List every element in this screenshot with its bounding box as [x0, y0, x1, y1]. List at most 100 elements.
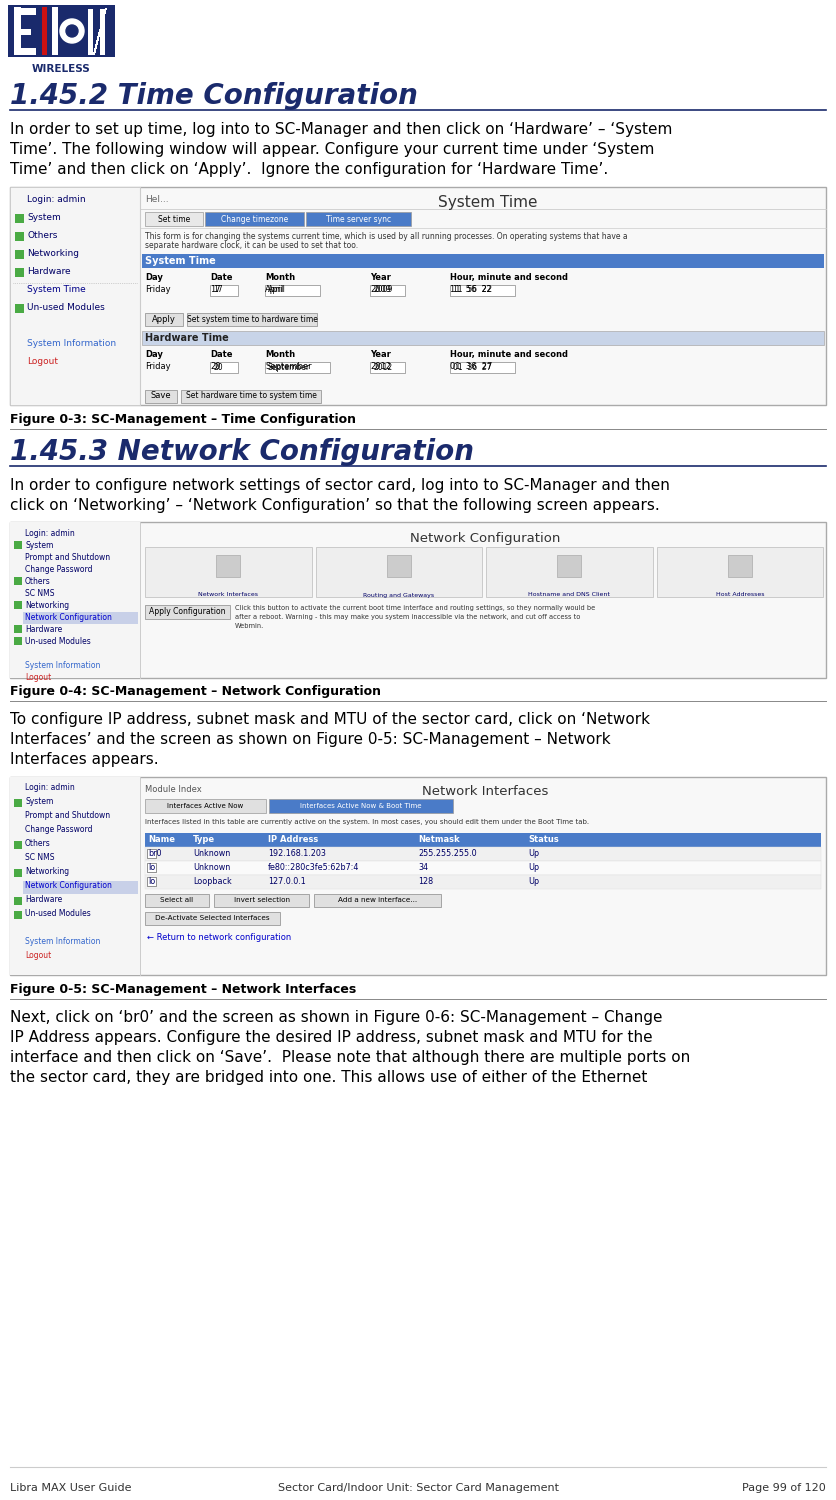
Bar — [314, 894, 441, 908]
Bar — [14, 8, 21, 56]
Bar — [94, 46, 97, 50]
Bar — [450, 362, 515, 374]
Text: Routing and Gateways: Routing and Gateways — [363, 592, 435, 597]
Text: Set hardware time to system time: Set hardware time to system time — [186, 392, 317, 400]
Text: Module Index: Module Index — [145, 784, 201, 794]
Text: April: April — [268, 285, 286, 294]
Text: Time’. The following window will appear. Configure your current time under ‘Syst: Time’. The following window will appear.… — [10, 142, 655, 158]
Text: This form is for changing the systems current time, which is used by all running: This form is for changing the systems cu… — [145, 232, 628, 242]
Text: 255.255.255.0: 255.255.255.0 — [418, 849, 477, 858]
Bar — [187, 314, 317, 326]
Bar — [145, 211, 203, 226]
Bar — [450, 285, 515, 296]
Text: Hardware: Hardware — [25, 624, 62, 633]
Text: In order to set up time, log into to SC-Manager and then click on ‘Hardware’ – ‘: In order to set up time, log into to SC-… — [10, 122, 672, 136]
Text: 127.0.0.1: 127.0.0.1 — [268, 878, 306, 886]
Bar — [14, 8, 36, 15]
Text: System Information: System Information — [25, 938, 100, 946]
Text: Webmin.: Webmin. — [235, 622, 264, 628]
Bar — [23, 880, 138, 894]
Text: Unknown: Unknown — [193, 864, 230, 873]
Bar — [370, 285, 405, 296]
Bar — [145, 894, 209, 908]
Text: System Time: System Time — [27, 285, 86, 294]
Text: Hel...: Hel... — [145, 195, 169, 204]
Bar — [728, 555, 752, 578]
Bar — [99, 28, 101, 30]
Bar — [486, 548, 653, 597]
Text: Change Password: Change Password — [25, 825, 93, 834]
Bar — [99, 30, 101, 32]
Text: Name: Name — [148, 836, 175, 844]
Bar — [10, 522, 140, 678]
Text: Day: Day — [145, 350, 163, 358]
Bar — [99, 32, 101, 33]
Text: Hardware: Hardware — [27, 267, 70, 276]
Text: SC NMS: SC NMS — [25, 853, 54, 862]
Text: Sector Card/Indoor Unit: Sector Card Management: Sector Card/Indoor Unit: Sector Card Man… — [278, 1484, 558, 1492]
Text: Interfaces listed in this table are currently active on the system. In most case: Interfaces listed in this table are curr… — [145, 819, 589, 825]
Text: separate hardware clock, it can be used to set that too.: separate hardware clock, it can be used … — [145, 242, 358, 250]
Text: Prompt and Shutdown: Prompt and Shutdown — [25, 812, 110, 820]
Text: Type: Type — [193, 836, 215, 844]
Bar — [14, 842, 22, 849]
Bar — [145, 912, 280, 926]
Text: Others: Others — [25, 840, 51, 849]
Text: Date: Date — [210, 350, 232, 358]
Text: September: September — [265, 362, 312, 370]
Text: Year: Year — [370, 273, 391, 282]
Text: interface and then click on ‘Save’.  Please note that although there are multipl: interface and then click on ‘Save’. Plea… — [10, 1050, 691, 1065]
Bar — [99, 32, 100, 34]
Text: Hostname and DNS Client: Hostname and DNS Client — [528, 592, 610, 597]
Text: Month: Month — [265, 350, 295, 358]
Bar — [100, 26, 102, 28]
Text: IP Address appears. Configure the desired IP address, subnet mask and MTU for th: IP Address appears. Configure the desire… — [10, 1030, 653, 1045]
Text: 2012: 2012 — [370, 362, 391, 370]
Bar — [181, 390, 321, 404]
Bar — [101, 22, 103, 26]
Text: Next, click on ‘br0’ and the screen as shown in Figure 0-6: SC-Management – Chan: Next, click on ‘br0’ and the screen as s… — [10, 1010, 662, 1025]
Bar — [8, 4, 115, 57]
Text: Interfaces appears.: Interfaces appears. — [10, 752, 159, 766]
Text: 20: 20 — [213, 363, 222, 372]
Bar — [214, 894, 309, 908]
Text: Host Addresses: Host Addresses — [716, 592, 764, 597]
Text: Date: Date — [210, 273, 232, 282]
Text: 17: 17 — [210, 285, 221, 294]
Text: Hour, minute and second: Hour, minute and second — [450, 273, 568, 282]
Bar — [104, 12, 105, 13]
Text: 34: 34 — [418, 864, 428, 873]
Text: IP Address: IP Address — [268, 836, 319, 844]
Circle shape — [60, 20, 84, 44]
Bar — [142, 254, 824, 268]
Bar — [97, 38, 99, 39]
Bar — [94, 50, 96, 52]
Bar — [103, 13, 105, 16]
Bar — [15, 268, 24, 278]
Bar — [145, 800, 266, 813]
Text: Login: admin: Login: admin — [27, 195, 85, 204]
Text: Apply: Apply — [152, 315, 176, 324]
Text: Libra MAX User Guide: Libra MAX User Guide — [10, 1484, 131, 1492]
Bar — [145, 604, 230, 619]
Bar — [14, 910, 22, 920]
Text: Friday: Friday — [145, 285, 171, 294]
Text: Prompt and Shutdown: Prompt and Shutdown — [25, 552, 110, 561]
Text: Add a new interface...: Add a new interface... — [338, 897, 417, 903]
Bar — [104, 9, 106, 10]
Text: 01  36  27: 01 36 27 — [453, 363, 492, 372]
Text: Up: Up — [528, 864, 539, 873]
Text: Logout: Logout — [25, 951, 51, 960]
Bar — [94, 50, 96, 51]
Bar — [10, 777, 140, 975]
Text: Networking: Networking — [27, 249, 79, 258]
Text: 17: 17 — [213, 285, 222, 294]
Bar — [10, 522, 826, 678]
Text: Day: Day — [145, 273, 163, 282]
Text: Change Password: Change Password — [25, 564, 93, 573]
Text: System: System — [25, 540, 54, 549]
Bar — [265, 285, 320, 296]
Text: lo: lo — [148, 864, 155, 873]
Bar — [98, 34, 100, 36]
Text: System: System — [25, 798, 54, 807]
